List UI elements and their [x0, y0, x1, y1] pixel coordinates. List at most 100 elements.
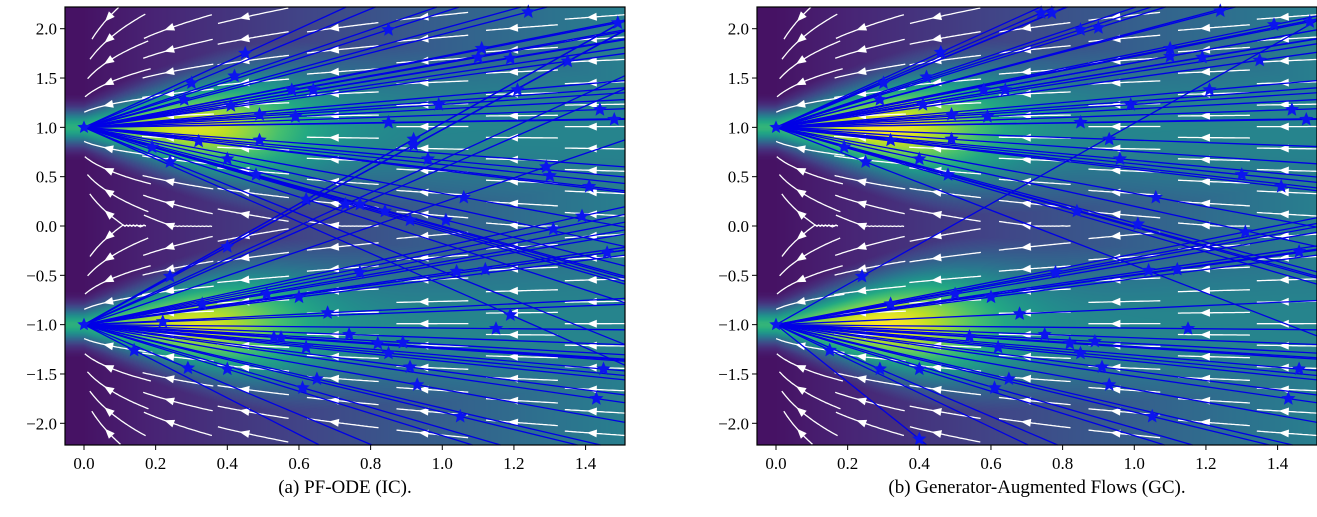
streamline-arrow-icon [103, 145, 114, 154]
streamline [306, 354, 379, 360]
trajectory-endpoint-star [195, 296, 210, 310]
streamline-arrow-icon [239, 253, 250, 262]
streamline [485, 355, 558, 359]
streamline-arrow-icon [586, 407, 597, 416]
streamline [142, 235, 213, 257]
y-tick-label: 0.0 [36, 217, 57, 236]
streamline-arrow-icon [1020, 199, 1032, 208]
trajectory-endpoint-star [1112, 151, 1128, 165]
trajectory-line [83, 19, 626, 128]
trajectory-endpoint-star [1102, 131, 1117, 146]
streamline [217, 384, 289, 396]
trajectory-endpoint-star [453, 408, 468, 423]
trajectory-line [83, 323, 626, 331]
streamline [143, 14, 213, 39]
streamline-arrow-icon [797, 428, 807, 439]
streamline [217, 228, 289, 242]
streamline-arrow-icon [1020, 177, 1032, 186]
streamline [84, 68, 151, 98]
streamline [217, 31, 289, 45]
streamline-arrow-icon [856, 200, 867, 209]
streamline-arrow-icon [931, 430, 942, 438]
trajectory-endpoint-star [600, 245, 615, 259]
streamline [998, 354, 1071, 360]
trajectory-endpoint-star [238, 45, 253, 60]
trajectory-endpoint-star [410, 377, 425, 391]
streamline-arrow-icon [796, 252, 807, 262]
streamline-arrow-icon [1110, 12, 1121, 21]
trajectory-endpoint-star [1234, 167, 1249, 181]
trajectory-line [83, 303, 626, 326]
trajectory-endpoint-star [299, 339, 314, 354]
streamline [834, 371, 906, 387]
streamline-arrow-icon [328, 199, 340, 208]
streamline-arrow-icon [239, 385, 250, 394]
trajectory-line [775, 324, 1317, 396]
trajectory-line [775, 29, 1317, 128]
trajectory-endpoint-star [998, 82, 1013, 96]
streamline-arrow-icon [239, 430, 250, 438]
trajectory-endpoint-star [381, 114, 396, 129]
streamline [142, 260, 214, 276]
streamline-arrow-icon [1278, 407, 1289, 416]
streamline-arrow-icon [164, 397, 175, 406]
streamline-arrow-icon [164, 178, 175, 187]
trajectory-line [775, 324, 928, 446]
streamline [909, 251, 981, 263]
streamline-arrow-icon [418, 429, 429, 438]
trajectory-endpoint-star [1252, 52, 1267, 67]
y-tick-label: 0.5 [728, 168, 749, 187]
streamline [396, 34, 469, 43]
trajectory-endpoint-star [288, 109, 303, 123]
trajectory-line [83, 75, 626, 326]
streamline [779, 40, 841, 80]
trajectory-line [775, 6, 1041, 128]
y-tick-label: −0.5 [26, 266, 57, 285]
trajectory-endpoint-star [144, 139, 160, 154]
streamline [1088, 429, 1161, 439]
trajectory-line [775, 249, 1317, 326]
trajectory-endpoint-star [1292, 361, 1307, 376]
streamline-arrow-icon [103, 274, 115, 283]
trajectory-endpoint-star [546, 221, 561, 235]
trajectory-endpoint-star [1102, 377, 1117, 391]
trajectory-endpoint-star [273, 330, 289, 344]
trajectory-line [83, 126, 626, 178]
streamline-arrow-icon [1199, 177, 1211, 186]
trajectory-line [775, 245, 1317, 326]
streamline-arrow-icon [797, 11, 807, 22]
streamline [83, 293, 153, 310]
streamline [781, 390, 838, 437]
streamline-arrow-icon [507, 286, 518, 295]
streamline-arrow-icon [795, 145, 806, 154]
trajectory-line [775, 126, 1317, 183]
streamline [835, 38, 905, 59]
trajectory-endpoint-star [991, 339, 1006, 354]
trajectory-line [83, 324, 501, 446]
x-tick-label: 1.2 [503, 454, 524, 473]
streamline-arrow-icon [856, 375, 867, 384]
streamline [1088, 168, 1161, 173]
streamline-arrow-icon [796, 33, 807, 43]
trajectory-line [83, 323, 626, 346]
trajectory-line [83, 139, 626, 326]
streamline-arrow-icon [164, 264, 175, 273]
streamline-arrow-icon [507, 352, 518, 361]
streamline-arrow-icon [1200, 23, 1211, 32]
streamline [396, 57, 469, 64]
streamline-arrow-icon [239, 188, 250, 197]
trajectory-line [775, 324, 1165, 446]
trajectory-line [83, 324, 320, 446]
x-tick-label: 0.0 [73, 454, 94, 473]
streamline-arrow-icon [164, 67, 175, 75]
trajectory-line [775, 43, 1317, 128]
trajectory-line [83, 6, 548, 128]
streamline-arrow-icon [1278, 122, 1289, 131]
trajectory-endpoint-star [177, 92, 192, 106]
streamline [1088, 34, 1161, 43]
streamline [91, 6, 120, 40]
trajectory-endpoint-star [539, 159, 554, 173]
streamline-arrow-icon [104, 210, 115, 220]
streamline-arrow-icon [103, 168, 115, 176]
streamline [485, 222, 558, 227]
